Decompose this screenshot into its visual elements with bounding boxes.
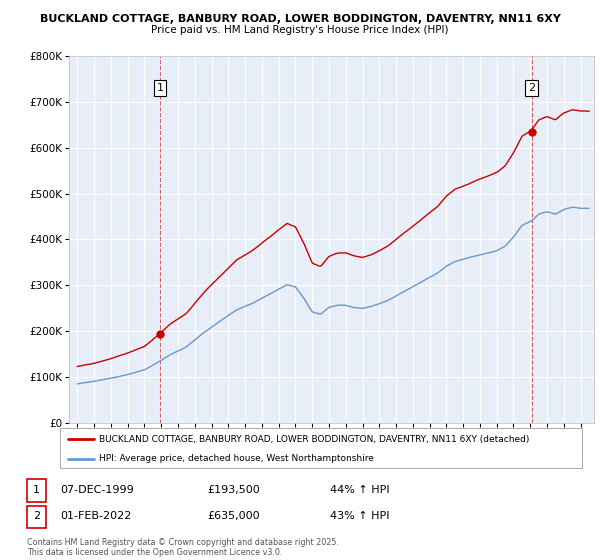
Text: 1: 1 (157, 83, 163, 93)
Text: BUCKLAND COTTAGE, BANBURY ROAD, LOWER BODDINGTON, DAVENTRY, NN11 6XY: BUCKLAND COTTAGE, BANBURY ROAD, LOWER BO… (40, 14, 560, 24)
Text: Contains HM Land Registry data © Crown copyright and database right 2025.
This d: Contains HM Land Registry data © Crown c… (27, 538, 339, 557)
Text: 1: 1 (33, 485, 40, 495)
Text: 01-FEB-2022: 01-FEB-2022 (60, 511, 131, 521)
Text: £635,000: £635,000 (207, 511, 260, 521)
Text: 07-DEC-1999: 07-DEC-1999 (60, 485, 134, 495)
Text: 2: 2 (528, 83, 535, 93)
Text: BUCKLAND COTTAGE, BANBURY ROAD, LOWER BODDINGTON, DAVENTRY, NN11 6XY (detached): BUCKLAND COTTAGE, BANBURY ROAD, LOWER BO… (99, 435, 530, 444)
Text: 44% ↑ HPI: 44% ↑ HPI (330, 485, 389, 495)
Text: 2: 2 (33, 511, 40, 521)
Text: Price paid vs. HM Land Registry's House Price Index (HPI): Price paid vs. HM Land Registry's House … (151, 25, 449, 35)
Text: HPI: Average price, detached house, West Northamptonshire: HPI: Average price, detached house, West… (99, 455, 374, 464)
Text: 43% ↑ HPI: 43% ↑ HPI (330, 511, 389, 521)
Text: £193,500: £193,500 (207, 485, 260, 495)
